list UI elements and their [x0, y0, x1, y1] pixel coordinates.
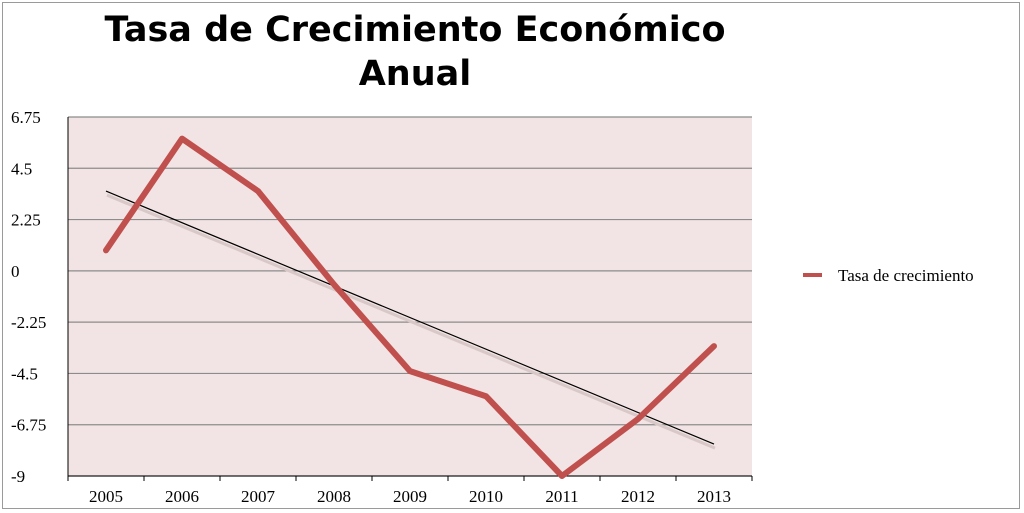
y-tick-label: 0 — [11, 262, 20, 281]
y-tick-label: -4.5 — [11, 364, 38, 383]
y-tick-label: 6.75 — [11, 108, 41, 127]
chart-title: Tasa de Crecimiento Económico Anual — [104, 10, 726, 94]
data-point — [408, 369, 412, 374]
x-tick-label: 2012 — [621, 487, 655, 506]
x-tick-label: 2009 — [393, 487, 427, 506]
data-point — [712, 344, 716, 349]
data-point — [332, 282, 336, 287]
y-tick-label: -9 — [11, 467, 25, 486]
trendline — [105, 190, 715, 445]
data-point — [256, 189, 260, 194]
y-tick-label: 4.5 — [11, 159, 32, 178]
y-tick-label: -6.75 — [11, 416, 46, 435]
data-point — [484, 394, 488, 399]
x-tick-label: 2006 — [165, 487, 199, 506]
y-tick-label: -2.25 — [11, 313, 46, 332]
x-tick-label: 2005 — [89, 487, 123, 506]
data-point — [636, 417, 640, 422]
data-point — [180, 136, 184, 141]
trendline-shadow — [106, 193, 716, 450]
x-tick-label: 2013 — [697, 487, 731, 506]
x-tick-label: 2007 — [241, 487, 276, 506]
x-tick-label: 2010 — [469, 487, 503, 506]
data-point — [104, 248, 108, 253]
legend-label: Tasa de crecimiento — [838, 266, 974, 285]
data-point — [560, 474, 564, 478]
x-tick-label: 2008 — [317, 487, 351, 506]
y-tick-label: 2.25 — [11, 211, 41, 230]
x-tick-label: 2011 — [545, 487, 578, 506]
